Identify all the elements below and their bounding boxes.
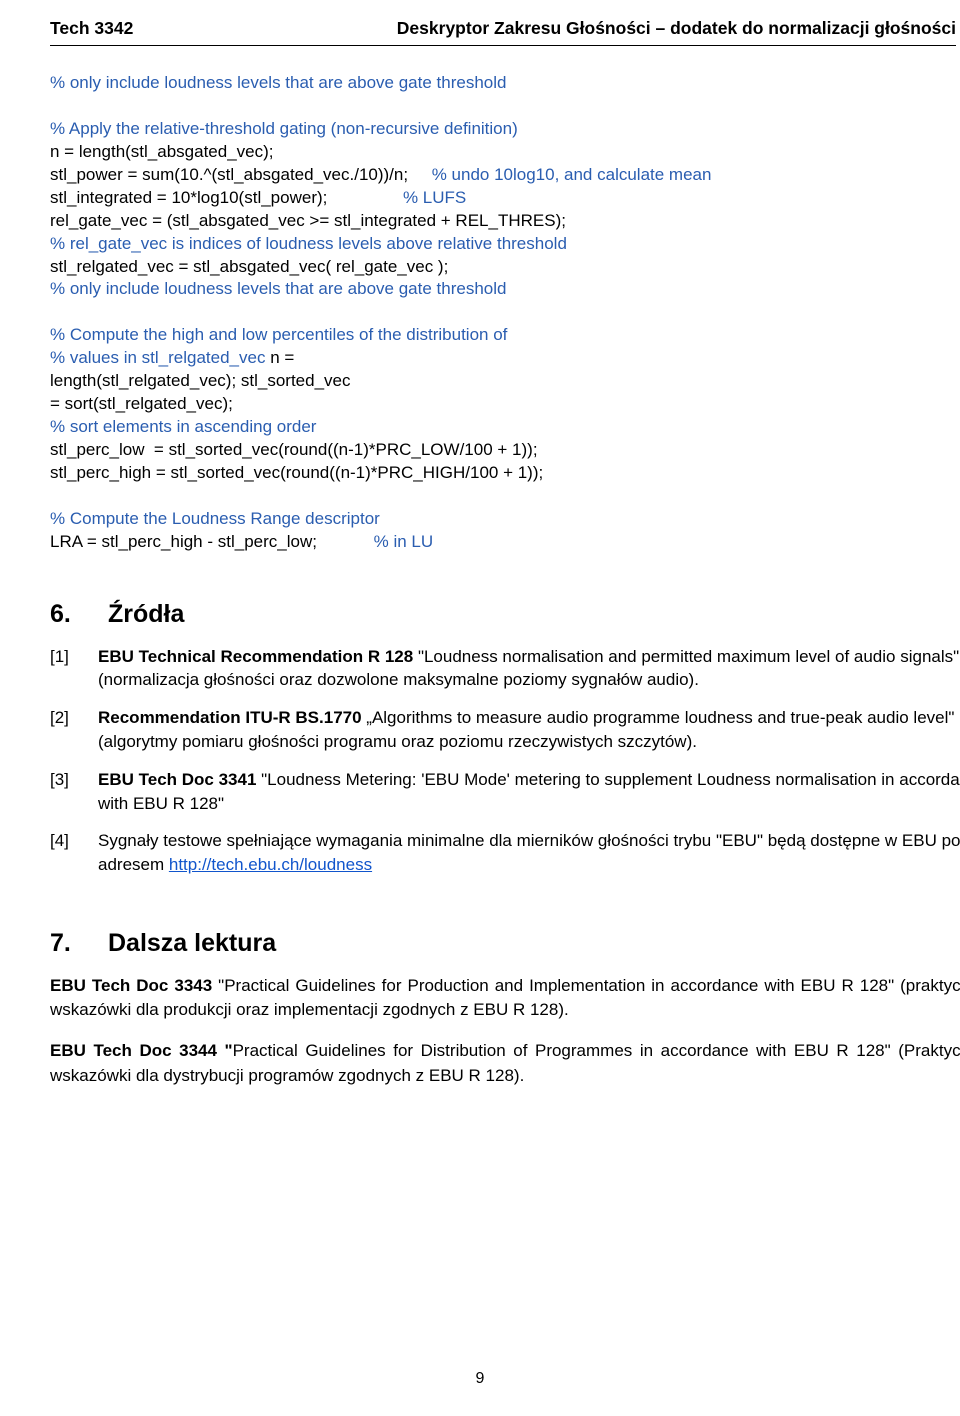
code-line: length(stl_relgated_vec); stl_sorted_vec xyxy=(50,371,351,390)
section-number: 6. xyxy=(50,600,108,629)
code-line: n = length(stl_absgated_vec); xyxy=(50,142,274,161)
code-line: stl_integrated = 10*log10(stl_power); xyxy=(50,188,327,207)
section-title: Źródła xyxy=(108,600,184,628)
code-comment: % undo 10log10, and calculate mean xyxy=(408,165,711,184)
reference-item: [3] EBU Tech Doc 3341 "Loudness Metering… xyxy=(50,768,960,816)
reference-link[interactable]: http://tech.ebu.ch/loudness xyxy=(169,855,372,874)
doc-title-bold: EBU Tech Doc 3343 xyxy=(50,976,218,995)
reference-body: Sygnały testowe spełniające wymagania mi… xyxy=(98,829,960,877)
further-reading-paragraph: EBU Tech Doc 3343 "Practical Guidelines … xyxy=(50,974,960,1022)
code-line: = sort(stl_relgated_vec); xyxy=(50,394,233,413)
code-line: stl_relgated_vec = stl_absgated_vec( rel… xyxy=(50,257,448,276)
reference-item: [2] Recommendation ITU-R BS.1770 „Algori… xyxy=(50,706,960,754)
code-comment: % sort elements in ascending order xyxy=(50,417,316,436)
section-title: Dalsza lektura xyxy=(108,929,276,957)
code-comment: % Compute the high and low percentiles o… xyxy=(50,325,507,344)
doc-title-bold: EBU Tech Doc 3344 " xyxy=(50,1041,233,1060)
reference-body: EBU Tech Doc 3341 "Loudness Metering: 'E… xyxy=(98,768,960,816)
reference-title-bold: Recommendation ITU-R BS.1770 xyxy=(98,708,366,727)
code-line: stl_perc_low = stl_sorted_vec(round((n-1… xyxy=(50,440,538,459)
code-comment: % rel_gate_vec is indices of loudness le… xyxy=(50,234,567,253)
code-comment: % only include loudness levels that are … xyxy=(50,73,506,92)
code-comment: % Apply the relative-threshold gating (n… xyxy=(50,119,518,138)
code-line: n = xyxy=(270,348,294,367)
reference-item: [4] Sygnały testowe spełniające wymagani… xyxy=(50,829,960,877)
reference-number: [4] xyxy=(50,829,98,877)
reference-number: [2] xyxy=(50,706,98,754)
header-doc-title: Deskryptor Zakresu Głośności – dodatek d… xyxy=(397,18,956,39)
reference-number: [1] xyxy=(50,645,98,693)
code-comment: % Compute the Loudness Range descriptor xyxy=(50,509,380,528)
reference-item: [1] EBU Technical Recommendation R 128 "… xyxy=(50,645,960,693)
page-number: 9 xyxy=(0,1370,960,1388)
matlab-code-block: % only include loudness levels that are … xyxy=(50,72,960,554)
reference-number: [3] xyxy=(50,768,98,816)
code-line: LRA = stl_perc_high - stl_perc_low; xyxy=(50,532,317,551)
page-header: Tech 3342 Deskryptor Zakresu Głośności –… xyxy=(50,18,956,46)
section-number: 7. xyxy=(50,929,108,958)
code-line: rel_gate_vec = (stl_absgated_vec >= stl_… xyxy=(50,211,566,230)
section-heading-7: 7.Dalsza lektura xyxy=(50,929,938,958)
code-comment: % in LU xyxy=(317,532,433,551)
reference-body: Recommendation ITU-R BS.1770 „Algorithms… xyxy=(98,706,960,754)
references-list: [1] EBU Technical Recommendation R 128 "… xyxy=(50,645,938,877)
reference-body: EBU Technical Recommendation R 128 "Loud… xyxy=(98,645,960,693)
code-comment: % LUFS xyxy=(327,188,466,207)
code-line: stl_power = sum(10.^(stl_absgated_vec./1… xyxy=(50,165,408,184)
reference-title-bold: EBU Tech Doc 3341 xyxy=(98,770,261,789)
code-comment: % only include loudness levels that are … xyxy=(50,279,506,298)
code-line: stl_perc_high = stl_sorted_vec(round((n-… xyxy=(50,463,543,482)
code-comment: % values in stl_relgated_vec xyxy=(50,348,270,367)
reference-title-bold: EBU Technical Recommendation R 128 xyxy=(98,647,418,666)
header-doc-id: Tech 3342 xyxy=(50,18,133,39)
section-heading-6: 6.Źródła xyxy=(50,600,938,629)
further-reading-paragraph: EBU Tech Doc 3344 "Practical Guidelines … xyxy=(50,1038,960,1089)
